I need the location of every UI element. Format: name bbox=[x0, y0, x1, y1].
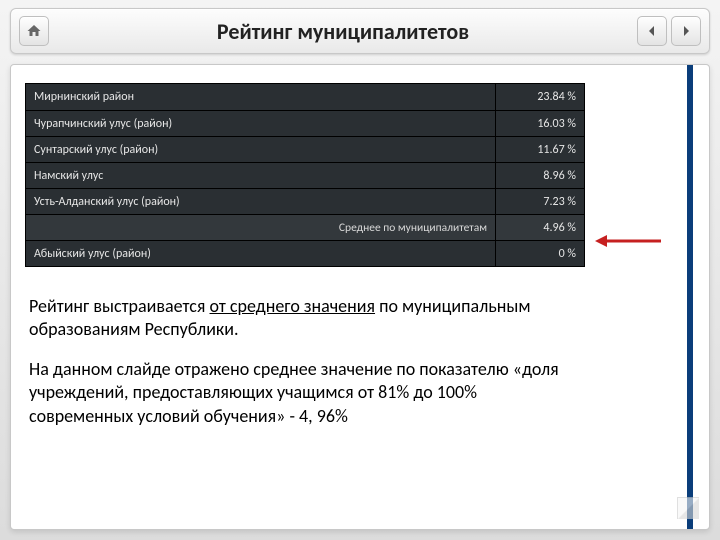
municipality-name: Чурапчинский улус (район) bbox=[26, 111, 496, 136]
home-button[interactable] bbox=[19, 16, 49, 46]
municipality-value: 16.03 % bbox=[496, 111, 584, 136]
callout-arrow bbox=[595, 233, 665, 249]
table-row: Усть-Алданский улус (район) 7.23 % bbox=[26, 188, 584, 214]
municipality-value: 7.23 % bbox=[496, 189, 584, 214]
rating-table: Мирнинский район 23.84 % Чурапчинский ул… bbox=[25, 83, 585, 267]
municipality-name: Сунтарский улус (район) bbox=[26, 137, 496, 162]
table-row: Намский улус 8.96 % bbox=[26, 162, 584, 188]
arrow-left-icon bbox=[595, 234, 663, 248]
average-value: 4.96 % bbox=[496, 215, 584, 240]
table-row: Чурапчинский улус (район) 16.03 % bbox=[26, 110, 584, 136]
decorative-stripe bbox=[687, 65, 693, 529]
table-row: Абыйский улус (район) 0 % bbox=[26, 240, 584, 266]
slide-container: Рейтинг муниципалитетов Мирнинский район… bbox=[0, 0, 720, 540]
municipality-value: 0 % bbox=[496, 241, 584, 266]
caption-text: Рейтинг выстраивается bbox=[29, 295, 210, 317]
page-corner-icon bbox=[677, 497, 699, 519]
municipality-name: Абыйский улус (район) bbox=[26, 241, 496, 266]
nav-button-group bbox=[637, 16, 701, 46]
average-label: Среднее по муниципалитетам bbox=[26, 215, 496, 240]
municipality-name: Мирнинский район bbox=[26, 84, 496, 110]
page-title: Рейтинг муниципалитетов bbox=[57, 18, 629, 45]
municipality-value: 11.67 % bbox=[496, 137, 584, 162]
caption-secondary: На данном слайде отражено среднее значен… bbox=[25, 358, 575, 428]
municipality-value: 8.96 % bbox=[496, 163, 584, 188]
content-frame: Мирнинский район 23.84 % Чурапчинский ул… bbox=[10, 64, 710, 530]
average-row: Среднее по муниципалитетам 4.96 % bbox=[26, 214, 584, 240]
municipality-name: Намский улус bbox=[26, 163, 496, 188]
table-row: Сунтарский улус (район) 11.67 % bbox=[26, 136, 584, 162]
caption-primary: Рейтинг выстраивается от среднего значен… bbox=[25, 295, 555, 340]
chevron-right-icon bbox=[680, 25, 692, 37]
slide-header: Рейтинг муниципалитетов bbox=[10, 8, 710, 54]
home-icon bbox=[26, 23, 42, 39]
municipality-name: Усть-Алданский улус (район) bbox=[26, 189, 496, 214]
chevron-left-icon bbox=[646, 25, 658, 37]
next-button[interactable] bbox=[671, 16, 701, 46]
prev-button[interactable] bbox=[637, 16, 667, 46]
municipality-value: 23.84 % bbox=[496, 84, 584, 110]
caption-emphasis: от среднего значения bbox=[210, 295, 376, 317]
table-row: Мирнинский район 23.84 % bbox=[26, 84, 584, 110]
